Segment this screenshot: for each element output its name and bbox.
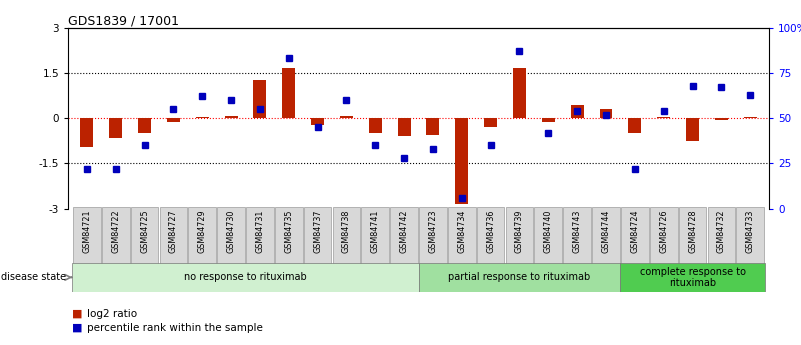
Bar bbox=[484, 118, 497, 127]
Bar bbox=[340, 116, 353, 118]
Bar bbox=[650, 207, 678, 264]
Bar bbox=[138, 118, 151, 133]
Text: GSM84728: GSM84728 bbox=[688, 209, 697, 253]
Bar bbox=[714, 118, 728, 120]
Bar bbox=[448, 207, 476, 264]
Text: GSM84737: GSM84737 bbox=[313, 209, 322, 253]
Bar bbox=[368, 118, 382, 133]
Bar bbox=[80, 118, 94, 147]
Bar bbox=[390, 207, 418, 264]
Bar bbox=[570, 106, 584, 118]
Bar bbox=[599, 109, 613, 118]
Bar bbox=[73, 207, 101, 264]
Text: partial response to rituximab: partial response to rituximab bbox=[449, 273, 590, 282]
Bar bbox=[304, 207, 332, 264]
Bar bbox=[109, 118, 123, 138]
Bar bbox=[72, 263, 418, 292]
Text: GSM84742: GSM84742 bbox=[400, 209, 409, 253]
Bar bbox=[505, 207, 533, 264]
Text: GSM84722: GSM84722 bbox=[111, 209, 120, 253]
Bar bbox=[361, 207, 389, 264]
Bar bbox=[195, 117, 209, 118]
Text: no response to rituximab: no response to rituximab bbox=[184, 273, 307, 282]
Bar bbox=[707, 207, 735, 264]
Bar bbox=[736, 207, 764, 264]
Bar bbox=[477, 207, 505, 264]
Bar bbox=[275, 207, 303, 264]
Bar bbox=[188, 207, 216, 264]
Bar bbox=[253, 79, 267, 118]
Bar bbox=[592, 207, 620, 264]
Text: GDS1839 / 17001: GDS1839 / 17001 bbox=[68, 14, 179, 28]
Text: log2 ratio: log2 ratio bbox=[87, 309, 137, 319]
Text: GSM84727: GSM84727 bbox=[169, 209, 178, 253]
Text: percentile rank within the sample: percentile rank within the sample bbox=[87, 323, 263, 333]
Text: GSM84724: GSM84724 bbox=[630, 209, 639, 253]
Text: GSM84735: GSM84735 bbox=[284, 209, 293, 253]
Bar bbox=[217, 207, 245, 264]
Text: GSM84743: GSM84743 bbox=[573, 209, 582, 253]
Bar bbox=[621, 207, 649, 264]
Bar bbox=[678, 207, 706, 264]
Text: GSM84734: GSM84734 bbox=[457, 209, 466, 253]
Bar bbox=[311, 118, 324, 125]
Bar bbox=[563, 207, 591, 264]
Bar bbox=[686, 118, 699, 141]
Text: GSM84736: GSM84736 bbox=[486, 209, 495, 253]
Text: GSM84732: GSM84732 bbox=[717, 209, 726, 253]
Bar bbox=[246, 207, 274, 264]
Text: GSM84729: GSM84729 bbox=[198, 209, 207, 253]
Bar bbox=[102, 207, 130, 264]
Bar bbox=[167, 118, 180, 122]
Text: ■: ■ bbox=[72, 309, 83, 319]
Text: GSM84725: GSM84725 bbox=[140, 209, 149, 253]
Text: GSM84738: GSM84738 bbox=[342, 209, 351, 253]
Text: complete response to
rituximab: complete response to rituximab bbox=[639, 267, 746, 288]
Text: GSM84744: GSM84744 bbox=[602, 209, 610, 253]
Text: GSM84731: GSM84731 bbox=[256, 209, 264, 253]
Bar bbox=[534, 207, 562, 264]
Bar bbox=[397, 118, 411, 136]
Bar bbox=[541, 118, 555, 122]
Bar bbox=[131, 207, 159, 264]
Bar bbox=[426, 118, 440, 135]
Text: GSM84741: GSM84741 bbox=[371, 209, 380, 253]
Text: GSM84730: GSM84730 bbox=[227, 209, 235, 253]
Bar bbox=[332, 207, 360, 264]
Bar bbox=[282, 68, 296, 118]
Bar bbox=[418, 263, 621, 292]
Text: GSM84733: GSM84733 bbox=[746, 209, 755, 253]
Bar bbox=[224, 116, 238, 118]
Bar bbox=[621, 263, 765, 292]
Bar bbox=[743, 117, 757, 118]
Text: GSM84721: GSM84721 bbox=[83, 209, 91, 253]
Text: GSM84740: GSM84740 bbox=[544, 209, 553, 253]
Bar bbox=[419, 207, 447, 264]
Text: disease state: disease state bbox=[1, 273, 66, 282]
Bar bbox=[513, 68, 526, 118]
Text: ■: ■ bbox=[72, 323, 83, 333]
Text: GSM84723: GSM84723 bbox=[429, 209, 437, 253]
Bar bbox=[455, 118, 469, 204]
Text: GSM84739: GSM84739 bbox=[515, 209, 524, 253]
Bar bbox=[628, 118, 642, 133]
Bar bbox=[657, 117, 670, 118]
Bar bbox=[159, 207, 187, 264]
Text: GSM84726: GSM84726 bbox=[659, 209, 668, 253]
